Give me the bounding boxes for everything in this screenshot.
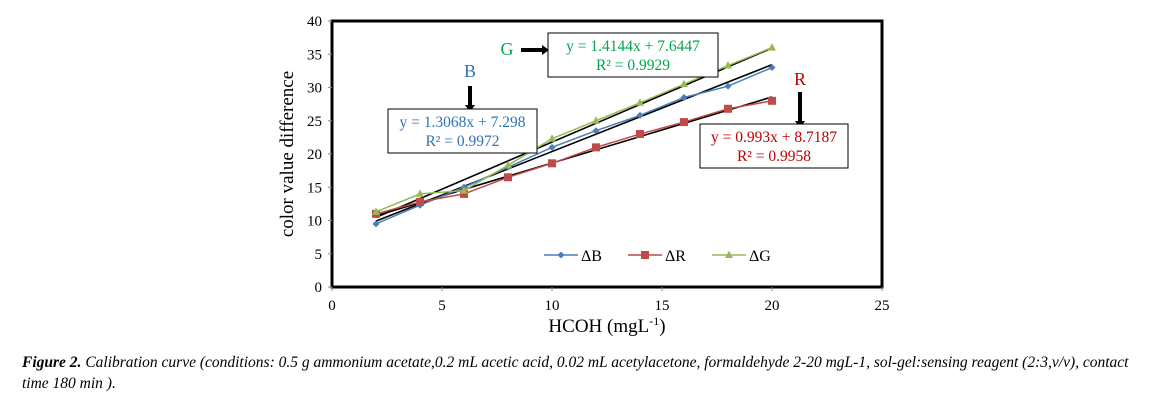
x-tick-label: 20	[765, 298, 780, 314]
caption-text: Calibration curve (conditions: 0.5 g amm…	[22, 354, 1129, 392]
equation-box	[699, 123, 849, 169]
legend-marker	[641, 251, 649, 259]
x-tick-label: 10	[545, 298, 560, 314]
data-point	[460, 189, 468, 198]
figure-caption: Figure 2. Calibration curve (conditions:…	[22, 352, 1147, 394]
y-tick-label: 20	[307, 147, 322, 163]
equation-box	[547, 32, 719, 78]
caption-label: Figure 2.	[22, 354, 82, 371]
data-point	[768, 43, 776, 51]
y-tick-label: 25	[307, 114, 322, 130]
x-tick-label: 25	[875, 298, 890, 314]
data-point	[636, 98, 644, 106]
data-point	[636, 130, 644, 139]
r-squared-text: R² = 0.9929	[596, 57, 670, 74]
data-point	[768, 64, 776, 72]
data-point	[680, 118, 688, 127]
y-tick-label: 0	[315, 280, 323, 296]
data-point	[768, 96, 776, 105]
y-tick-label: 40	[307, 14, 322, 30]
legend-label: ΔB	[581, 248, 602, 265]
y-tick-label: 30	[307, 81, 322, 97]
x-tick-label: 5	[438, 298, 446, 314]
legend-label: ΔR	[665, 248, 686, 265]
x-tick-label: 15	[655, 298, 670, 314]
data-point	[416, 197, 424, 206]
arrow-head-icon	[542, 45, 549, 55]
data-point	[724, 61, 732, 69]
legend-marker	[557, 251, 565, 259]
y-tick-label: 35	[307, 47, 322, 63]
equation-box	[387, 108, 538, 154]
series-line-ΔR	[375, 100, 773, 215]
r-squared-text: R² = 0.9972	[425, 133, 499, 150]
data-point	[372, 207, 380, 215]
equation-text: y = 0.993x + 8.7187	[711, 129, 837, 146]
y-tick-label: 15	[307, 180, 322, 196]
data-point	[680, 93, 688, 101]
trendline-ΔB	[375, 63, 773, 222]
equation-text: y = 1.4144x + 7.6447	[566, 38, 700, 55]
data-point	[724, 104, 732, 113]
annotation-label-B: B	[464, 61, 476, 81]
legend-label: ΔG	[749, 248, 771, 265]
annotation-label-G: G	[501, 39, 514, 59]
equation-text: y = 1.3068x + 7.298	[400, 114, 526, 131]
r-squared-text: R² = 0.9958	[737, 148, 811, 165]
legend-marker	[725, 250, 733, 258]
series-line-ΔB	[375, 66, 773, 225]
y-tick-label: 10	[307, 214, 322, 230]
data-point	[592, 116, 600, 124]
data-point	[372, 220, 380, 228]
y-tick-label: 5	[315, 247, 323, 263]
data-point	[504, 173, 512, 182]
data-point	[548, 159, 556, 168]
data-point	[416, 189, 424, 197]
annotation-label-R: R	[794, 69, 806, 89]
data-point	[460, 186, 468, 194]
data-point	[592, 127, 600, 135]
x-tick-label: 0	[328, 298, 336, 314]
data-point	[636, 111, 644, 119]
calibration-chart: 0 5 10 15 20 25 30 35 40 0 5 10 15 20 25 By = 1.3068x …	[277, 14, 890, 337]
data-point	[548, 143, 556, 151]
data-point	[724, 82, 732, 90]
data-point	[504, 160, 512, 169]
x-axis-label: HCOH (mgL-1)	[548, 314, 665, 337]
data-point	[548, 134, 556, 142]
data-point	[680, 79, 688, 88]
y-axis-label: color value difference	[277, 71, 298, 237]
data-point	[592, 143, 600, 152]
